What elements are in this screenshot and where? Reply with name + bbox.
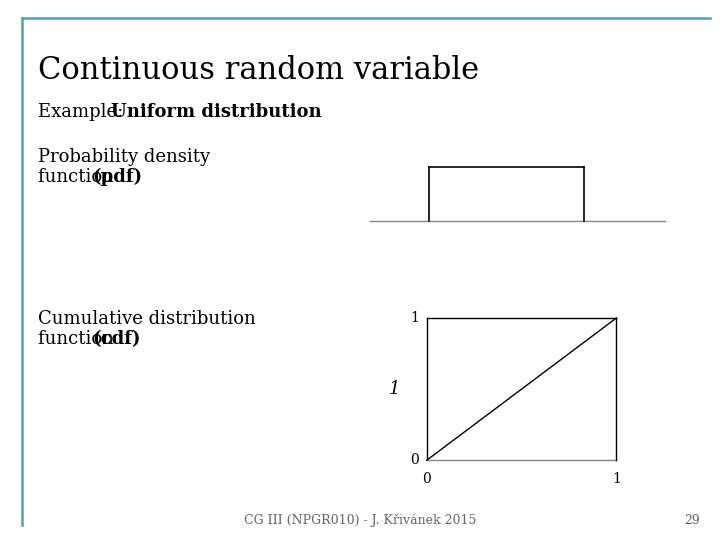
Text: 0: 0 xyxy=(410,453,419,467)
Text: Uniform distribution: Uniform distribution xyxy=(111,103,322,121)
Text: (pdf): (pdf) xyxy=(92,168,142,186)
Text: Probability density: Probability density xyxy=(38,148,210,166)
Text: 1: 1 xyxy=(612,471,621,485)
Text: 29: 29 xyxy=(684,514,700,527)
Text: CG III (NPGR010) - J. Křivánek 2015: CG III (NPGR010) - J. Křivánek 2015 xyxy=(244,514,476,527)
Text: function: function xyxy=(38,168,120,186)
Text: 0: 0 xyxy=(423,471,431,485)
Text: Continuous random variable: Continuous random variable xyxy=(38,55,479,86)
Text: 1: 1 xyxy=(389,380,400,398)
Text: function: function xyxy=(38,330,120,348)
Text: 1: 1 xyxy=(410,311,419,325)
Text: (cdf): (cdf) xyxy=(92,330,140,348)
Text: Cumulative distribution: Cumulative distribution xyxy=(38,310,256,328)
Text: Example:: Example: xyxy=(38,103,129,121)
